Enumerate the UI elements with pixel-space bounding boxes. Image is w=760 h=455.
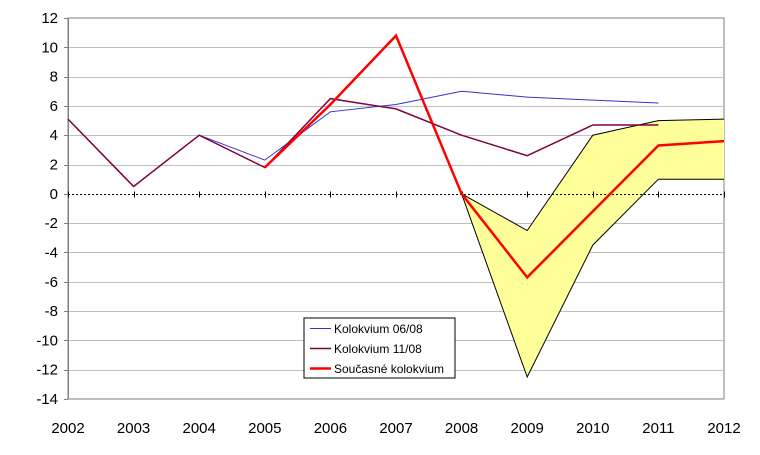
y-tick-label-6: 0	[50, 186, 58, 203]
axes	[64, 18, 725, 400]
x-tick-label-0: 2002	[51, 420, 84, 437]
y-tick-label-3: 6	[50, 98, 58, 115]
x-tick-label-1: 2003	[117, 420, 150, 437]
legend: Kolokvium 06/08 Kolokvium 11/08 Současné…	[303, 317, 456, 379]
series-line-2	[263, 33, 725, 280]
x-tick-label-5: 2007	[379, 420, 412, 437]
y-tick-label-0: 12	[41, 10, 58, 27]
legend-label-kolokvium-06-08: Kolokvium 06/08	[334, 322, 423, 336]
x-tick-label-7: 2009	[511, 420, 544, 437]
y-tick-label-2: 8	[50, 69, 58, 86]
series-line-1	[67, 97, 659, 188]
forecast-band-lower-edge	[461, 178, 724, 379]
y-tick-label-10: -8	[45, 303, 58, 320]
y-tick-label-4: 4	[50, 127, 58, 144]
y-tick-label-12: -12	[36, 362, 58, 379]
x-tick-label-3: 2005	[248, 420, 281, 437]
tick-labels: 12 10 8 6 4 2 0 -2 -4 -6 -8 -10 -12 -14 2002 2003 2004 20…	[36, 10, 740, 437]
y-tick-label-7: -2	[45, 215, 58, 232]
y-tick-label-9: -6	[45, 274, 58, 291]
y-tick-label-8: -4	[45, 244, 58, 261]
y-tick-label-13: -14	[36, 391, 58, 408]
x-tick-label-10: 2012	[707, 420, 740, 437]
legend-label-soucasne-kolokvium: Současné kolokvium	[334, 362, 444, 376]
x-tick-label-6: 2008	[445, 420, 478, 437]
y-tick-label-5: 2	[50, 157, 58, 174]
forecast-band-upper-edge	[461, 118, 725, 232]
x-tick-label-9: 2011	[642, 420, 674, 437]
series-lines	[67, 33, 725, 280]
x-tick-label-2: 2004	[183, 420, 216, 437]
y-tick-label-11: -10	[36, 332, 58, 349]
x-tick-label-4: 2006	[314, 420, 347, 437]
forecast-band	[461, 119, 724, 377]
forecast-band-group	[461, 118, 725, 379]
x-tick-label-8: 2010	[576, 420, 609, 437]
legend-label-kolokvium-11-08: Kolokvium 11/08	[334, 342, 422, 356]
y-tick-label-1: 10	[41, 39, 58, 56]
